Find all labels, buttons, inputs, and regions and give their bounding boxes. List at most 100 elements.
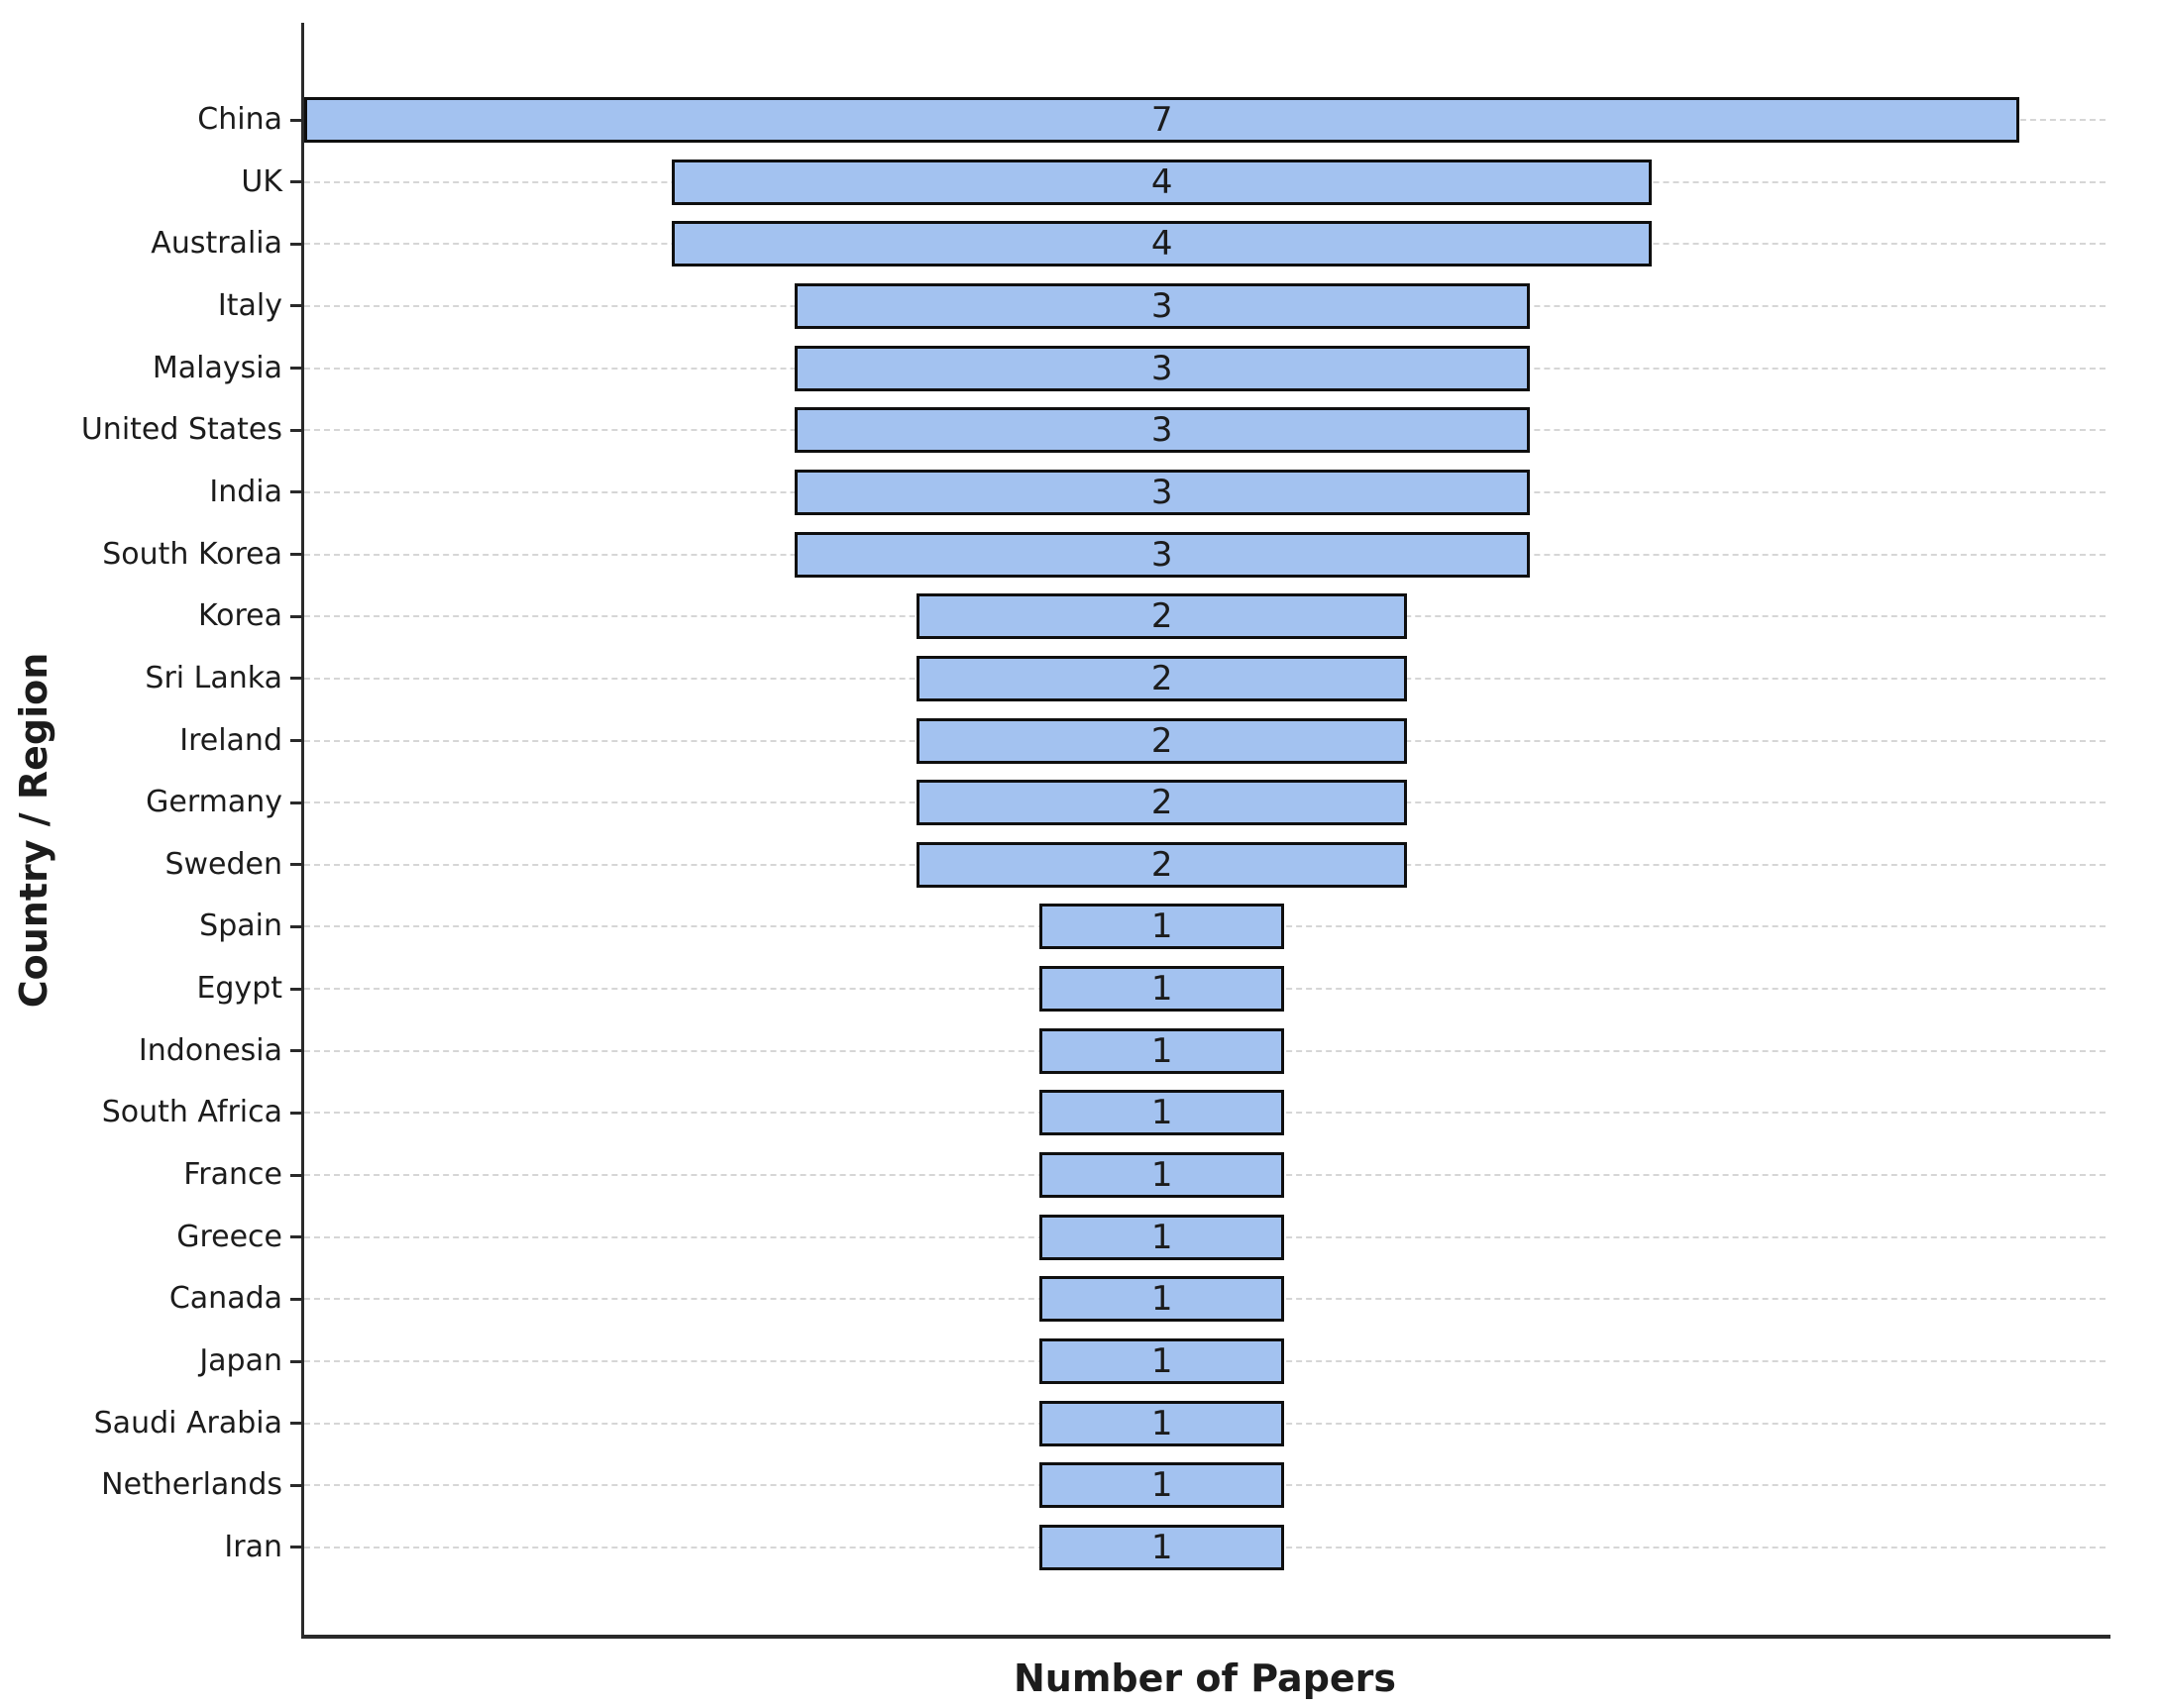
category-label: Iran: [224, 1529, 282, 1564]
category-label: Spain: [199, 908, 282, 944]
bar: 1: [1039, 1214, 1285, 1260]
category-label: South Korea: [102, 536, 282, 572]
bar-value-label: 3: [1150, 472, 1173, 512]
category-label: Italy: [217, 287, 282, 323]
bar: 1: [1039, 1462, 1285, 1509]
bar-value-label: 1: [1150, 1465, 1173, 1506]
bar-value-label: 2: [1150, 783, 1173, 823]
bar: 7: [304, 97, 2020, 143]
bar-value-label: 1: [1150, 1217, 1173, 1257]
y-axis-tick: [290, 1546, 304, 1549]
bar-value-label: 1: [1150, 969, 1173, 1010]
bar: 4: [672, 221, 1653, 267]
y-axis-tick: [290, 924, 304, 928]
category-label: Malaysia: [152, 350, 282, 385]
bar-value-label: 2: [1150, 720, 1173, 761]
bar: 1: [1039, 1276, 1285, 1323]
bar-value-label: 3: [1150, 348, 1173, 388]
category-label: India: [209, 474, 282, 509]
y-axis-tick: [290, 614, 304, 618]
y-axis-line: [301, 23, 304, 1639]
category-label: France: [183, 1157, 282, 1193]
y-axis-tick: [290, 1297, 304, 1301]
y-axis-tick: [290, 1049, 304, 1053]
category-label: Japan: [199, 1343, 282, 1378]
category-label: Sri Lanka: [145, 660, 282, 695]
y-axis-tick: [290, 428, 304, 432]
x-axis-title: Number of Papers: [1013, 1656, 1397, 1700]
bar-value-label: 1: [1150, 1279, 1173, 1320]
y-axis-tick: [290, 304, 304, 308]
bar-value-label: 2: [1150, 596, 1173, 637]
bar-value-label: 4: [1150, 224, 1173, 265]
bar: 1: [1039, 1338, 1285, 1384]
bar-value-label: 4: [1150, 161, 1173, 202]
y-axis-tick: [290, 1173, 304, 1177]
bar: 1: [1039, 1027, 1285, 1074]
bar-value-label: 1: [1150, 907, 1173, 947]
bar-value-label: 1: [1150, 1030, 1173, 1071]
bar-value-label: 7: [1150, 100, 1173, 140]
y-axis-tick: [290, 677, 304, 681]
y-axis-tick: [290, 367, 304, 371]
bar: 1: [1039, 1152, 1285, 1199]
y-axis-tick: [290, 1235, 304, 1239]
category-label: Saudi Arabia: [93, 1405, 282, 1441]
bar: 1: [1039, 1524, 1285, 1570]
bar-value-label: 2: [1150, 658, 1173, 698]
category-label: Korea: [197, 598, 282, 634]
bar: 1: [1039, 1090, 1285, 1136]
y-axis-tick: [290, 1422, 304, 1426]
bar-value-label: 1: [1150, 1403, 1173, 1443]
y-axis-title: Country / Region: [12, 652, 55, 1009]
y-axis-tick: [290, 987, 304, 991]
bar: 1: [1039, 1400, 1285, 1446]
y-axis-tick: [290, 801, 304, 804]
bar: 4: [672, 159, 1653, 205]
category-label: Germany: [146, 785, 282, 820]
category-label: Greece: [176, 1219, 282, 1254]
category-label: Netherlands: [101, 1467, 282, 1503]
category-label: Sweden: [164, 846, 282, 882]
bar: 3: [794, 345, 1530, 391]
bar: 3: [794, 407, 1530, 454]
y-axis-tick: [290, 118, 304, 122]
category-label: United States: [80, 412, 282, 448]
category-label: Australia: [151, 226, 282, 262]
bar: 2: [917, 717, 1408, 764]
bar-value-label: 2: [1150, 844, 1173, 885]
y-axis-tick: [290, 180, 304, 184]
bar-value-label: 1: [1150, 1093, 1173, 1133]
category-label: Indonesia: [138, 1032, 282, 1068]
bar: 3: [794, 282, 1530, 329]
category-label: Egypt: [196, 971, 282, 1007]
category-label: UK: [241, 163, 282, 199]
bar: 2: [917, 593, 1408, 640]
bar: 3: [794, 531, 1530, 578]
bar: 1: [1039, 966, 1285, 1013]
bar-value-label: 3: [1150, 285, 1173, 326]
category-label: Ireland: [179, 722, 282, 758]
bar-value-label: 1: [1150, 1155, 1173, 1196]
y-axis-tick: [290, 863, 304, 867]
y-axis-tick: [290, 490, 304, 494]
y-axis-tick: [290, 242, 304, 246]
bar-value-label: 3: [1150, 410, 1173, 451]
category-label: South Africa: [101, 1095, 282, 1130]
y-axis-tick: [290, 739, 304, 742]
y-axis-tick: [290, 1483, 304, 1487]
bar-value-label: 1: [1150, 1527, 1173, 1567]
bar-value-label: 3: [1150, 534, 1173, 575]
bar: 2: [917, 655, 1408, 701]
category-label: China: [197, 102, 282, 137]
y-axis-tick: [290, 1111, 304, 1115]
bar: 2: [917, 780, 1408, 826]
category-label: Canada: [168, 1281, 282, 1317]
y-axis-tick: [290, 1359, 304, 1363]
bar: 2: [917, 841, 1408, 888]
x-axis-line: [301, 1635, 2110, 1639]
y-axis-tick: [290, 553, 304, 557]
bar: 3: [794, 469, 1530, 515]
bar: 1: [1039, 904, 1285, 950]
